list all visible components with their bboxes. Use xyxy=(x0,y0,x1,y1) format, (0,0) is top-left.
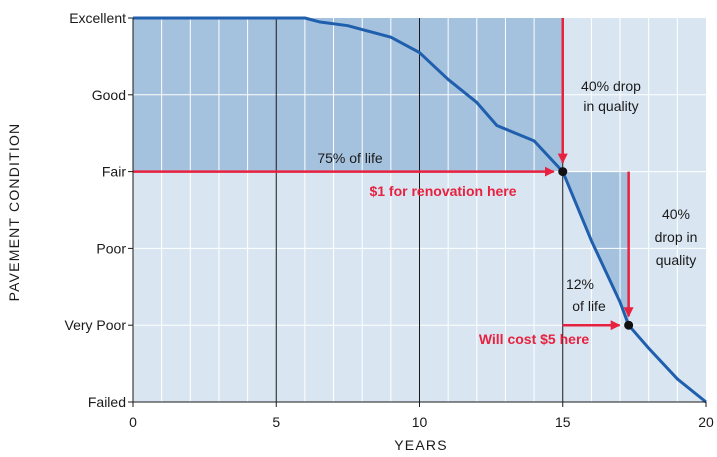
annotation-later-cost: Will cost $5 here xyxy=(479,331,590,347)
y-tick-label: Excellent xyxy=(69,10,126,26)
y-tick-label: Failed xyxy=(88,394,126,410)
y-tick-label: Good xyxy=(92,87,126,103)
curve xyxy=(133,16,707,404)
arrows xyxy=(133,18,634,331)
annotation-40-drop-b-line1: 40% xyxy=(662,206,690,222)
x-tick-label: 10 xyxy=(412,414,428,430)
annotation-40-drop-b-line2: drop in xyxy=(655,229,698,245)
y-tick-label: Poor xyxy=(96,240,126,256)
x-tick-label: 15 xyxy=(555,414,571,430)
y-tick-label: Very Poor xyxy=(65,317,127,333)
annotation-75-percent-life: 75% of life xyxy=(317,150,383,166)
data-point-2 xyxy=(624,320,634,330)
annotation-renovation-cost: $1 for renovation here xyxy=(369,183,516,199)
data-point-1 xyxy=(558,167,568,177)
x-tick-label: 20 xyxy=(698,414,714,430)
y-tick-label: Fair xyxy=(102,164,126,180)
x-tick-label: 0 xyxy=(129,414,137,430)
annotation-40-drop-b-line3: quality xyxy=(656,252,696,268)
y-axis-title: PAVEMENT CONDITION xyxy=(6,123,22,302)
condition-curve xyxy=(133,16,707,404)
annotation-12-percent-line2: of life xyxy=(572,298,606,314)
annotation-40-drop-a-line2: in quality xyxy=(583,98,638,114)
x-axis-title: YEARS xyxy=(394,437,447,453)
marker-points xyxy=(558,167,634,330)
annotation-12-percent-line1: 12% xyxy=(566,276,594,292)
x-tick-label: 5 xyxy=(272,414,280,430)
annotation-40-drop-a-line1: 40% drop xyxy=(581,78,641,94)
axes xyxy=(128,17,707,407)
